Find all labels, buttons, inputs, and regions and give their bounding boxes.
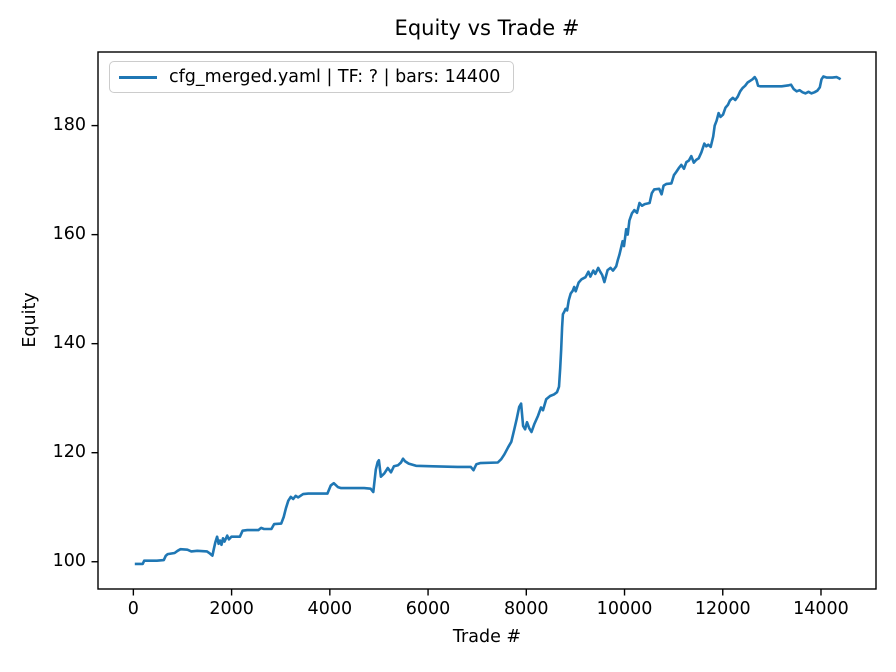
legend: cfg_merged.yaml | TF: ? | bars: 14400 <box>109 61 515 93</box>
y-tick-label: 180 <box>52 115 86 136</box>
x-tick-label: 12000 <box>694 599 751 619</box>
y-tick-label: 120 <box>52 442 86 463</box>
y-tick-label: 140 <box>52 333 86 354</box>
axis-tick-marks <box>91 124 822 596</box>
x-tick-label: 4000 <box>307 599 353 619</box>
legend-entry-label: cfg_merged.yaml | TF: ? | bars: 14400 <box>169 67 501 87</box>
y-tick-label: 100 <box>52 551 86 572</box>
x-tick-label: 8000 <box>504 599 549 619</box>
x-tick-label: 6000 <box>405 599 451 619</box>
chart-title: Equity vs Trade # <box>394 16 580 40</box>
equity-curve-line <box>134 75 842 566</box>
axes-frame <box>97 51 877 590</box>
x-tick-label: 2000 <box>209 599 254 619</box>
legend-line-sample-icon <box>119 75 157 79</box>
y-tick-label: 160 <box>52 224 86 245</box>
x-axis-label: Trade # <box>452 627 522 647</box>
x-tick-label: 0 <box>127 599 139 619</box>
x-tick-label: 10000 <box>596 599 653 619</box>
x-tick-label: 14000 <box>793 599 849 619</box>
